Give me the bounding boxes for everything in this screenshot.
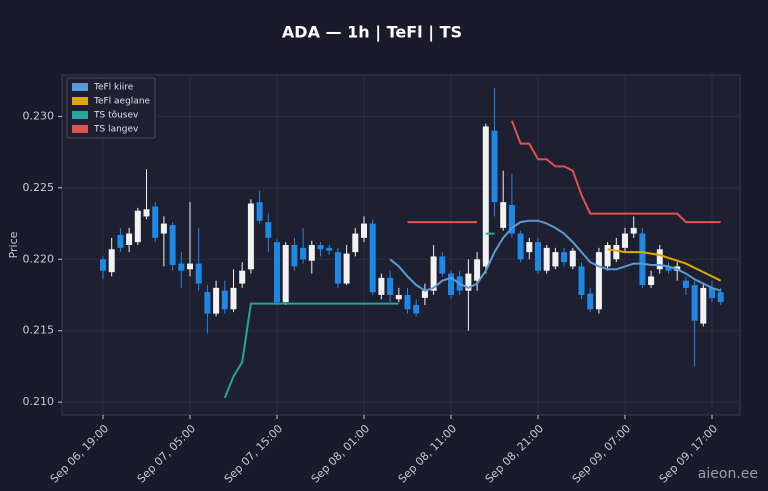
candle-body — [213, 287, 220, 314]
candle-body — [326, 247, 333, 251]
candle-body — [152, 206, 159, 238]
candle-body — [717, 292, 724, 303]
legend-swatch — [72, 97, 88, 105]
legend-label: TS tõusev — [93, 111, 139, 121]
indicator-line — [223, 232, 495, 399]
candle-body — [300, 247, 307, 260]
candle-body — [622, 233, 628, 248]
candle-body — [569, 250, 576, 267]
candle-body — [448, 273, 454, 295]
candle-body — [160, 223, 167, 234]
candle-body — [117, 235, 124, 248]
candle-body — [682, 280, 689, 288]
candle-body — [656, 249, 663, 270]
chart-title: ADA — 1h | TeFl | TS — [282, 23, 462, 43]
candle-body — [421, 290, 428, 298]
candle-body — [439, 256, 446, 274]
candle-body — [587, 293, 594, 310]
legend-box — [66, 77, 156, 139]
candle-body — [474, 259, 481, 281]
candle-body — [178, 263, 185, 271]
legend-label: TeFl kiire — [93, 83, 134, 93]
candle-body — [239, 270, 246, 284]
y-tick-label: 0.230 — [23, 109, 55, 122]
candle-body — [491, 130, 498, 203]
candle-body — [665, 266, 672, 271]
y-tick-label: 0.215 — [23, 324, 55, 337]
candle-body — [247, 203, 254, 270]
candle-body — [387, 277, 394, 295]
candle-body — [630, 227, 637, 234]
candle-body — [482, 126, 489, 267]
candle-body — [578, 266, 585, 295]
candle-body — [352, 233, 359, 253]
indicator-line — [389, 219, 722, 292]
legend-swatch — [72, 111, 88, 119]
candle-body — [604, 245, 611, 267]
candle-body — [395, 295, 402, 300]
candle-body — [108, 249, 115, 273]
candle-body — [100, 259, 106, 271]
candle-body — [274, 242, 280, 303]
candle-body — [334, 252, 341, 284]
candle-body — [308, 245, 315, 261]
candle-body — [256, 202, 263, 221]
legend: TeFl kiire TeFl aeglane TS tõusev TS langev — [66, 77, 156, 139]
candle-body — [465, 273, 472, 291]
candle-body — [430, 256, 437, 291]
candle-body — [143, 209, 150, 217]
y-axis-label: Price — [7, 231, 20, 258]
candle-body — [134, 210, 141, 243]
candle-body — [639, 233, 646, 285]
y-tick-label: 0.225 — [23, 181, 55, 194]
candle-body — [595, 252, 602, 310]
y-tick-label: 0.220 — [23, 252, 55, 265]
candle-body — [221, 290, 228, 310]
candle-body — [265, 222, 272, 238]
legend-swatch — [72, 83, 88, 91]
candle-body — [195, 263, 202, 284]
candle-body — [317, 245, 324, 250]
candle-body — [187, 263, 193, 270]
candle-body — [526, 242, 533, 253]
candle-body — [500, 202, 507, 228]
candle-body — [543, 247, 550, 271]
candle-body — [378, 277, 385, 295]
candle-body — [613, 245, 620, 260]
candle-body — [230, 287, 237, 310]
candle-body — [404, 295, 411, 310]
legend-label: TS langev — [93, 125, 139, 135]
candle-body — [709, 287, 715, 298]
candle-body — [169, 225, 176, 265]
candle-body — [361, 223, 367, 238]
candle-body — [648, 276, 655, 285]
candle-body — [700, 287, 707, 324]
candle-body — [413, 305, 420, 314]
candle-body — [517, 233, 524, 260]
candle-body — [369, 223, 376, 293]
candle-body — [691, 285, 698, 321]
candle-body — [291, 245, 298, 267]
candle-body — [282, 245, 289, 303]
candle-body — [204, 292, 211, 314]
legend-swatch — [72, 125, 88, 133]
candle-body — [343, 253, 350, 284]
y-tick-label: 0.210 — [23, 395, 55, 408]
legend-label: TeFl aeglane — [93, 97, 151, 107]
candle-body — [508, 205, 515, 234]
indicator-line — [607, 248, 722, 282]
candle-body — [535, 242, 541, 271]
watermark: aieon.ee — [698, 466, 758, 482]
candle-body — [552, 252, 559, 267]
indicator-line — [407, 120, 721, 224]
candle-body — [126, 233, 133, 245]
candle-body — [561, 252, 568, 263]
